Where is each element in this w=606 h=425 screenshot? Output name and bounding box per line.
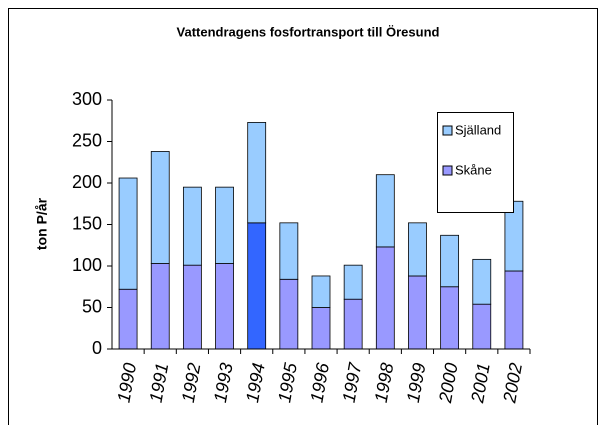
bar-segment	[343, 298, 363, 350]
bar-segment	[472, 258, 492, 305]
y-tick-label: 50	[82, 296, 102, 316]
y-tick-label: 200	[72, 172, 102, 192]
bar-segment	[440, 286, 460, 350]
chart-title: Vattendragens fosfortransport till Öresu…	[177, 24, 440, 39]
bar-segment	[440, 234, 460, 288]
bar-segment	[118, 288, 138, 350]
bar-segment	[247, 122, 267, 224]
legend-swatch	[442, 125, 453, 136]
bar-segment	[343, 264, 363, 300]
bar-segment	[375, 246, 395, 350]
bar-segment	[311, 307, 331, 350]
bar-segment	[472, 303, 492, 350]
bar-segment	[408, 275, 427, 350]
y-tick-label: 250	[72, 130, 102, 150]
legend-label: Skåne	[455, 162, 492, 177]
y-tick-label: 150	[72, 213, 102, 233]
bar-segment	[118, 177, 138, 290]
bar-segment	[182, 264, 202, 350]
bar-segment	[279, 222, 299, 280]
bar-segment	[150, 151, 170, 264]
bar-segment	[504, 270, 524, 350]
bar-segment	[215, 186, 234, 264]
bar-segment	[408, 222, 427, 277]
bar-segment	[311, 275, 331, 308]
bar-segment	[375, 174, 395, 248]
y-tick-label: 0	[92, 338, 102, 358]
legend-label: Själland	[455, 122, 501, 137]
y-axis-label: ton P/år	[34, 197, 50, 250]
legend-swatch	[442, 165, 453, 176]
y-tick-label: 100	[72, 255, 102, 275]
bar-segment	[182, 186, 202, 266]
bar-segment	[215, 263, 234, 350]
chart-frame	[8, 8, 598, 425]
bar-segment	[150, 263, 170, 350]
bar-segment	[247, 222, 267, 350]
bar-segment	[279, 278, 299, 350]
y-tick-label: 300	[72, 89, 102, 109]
